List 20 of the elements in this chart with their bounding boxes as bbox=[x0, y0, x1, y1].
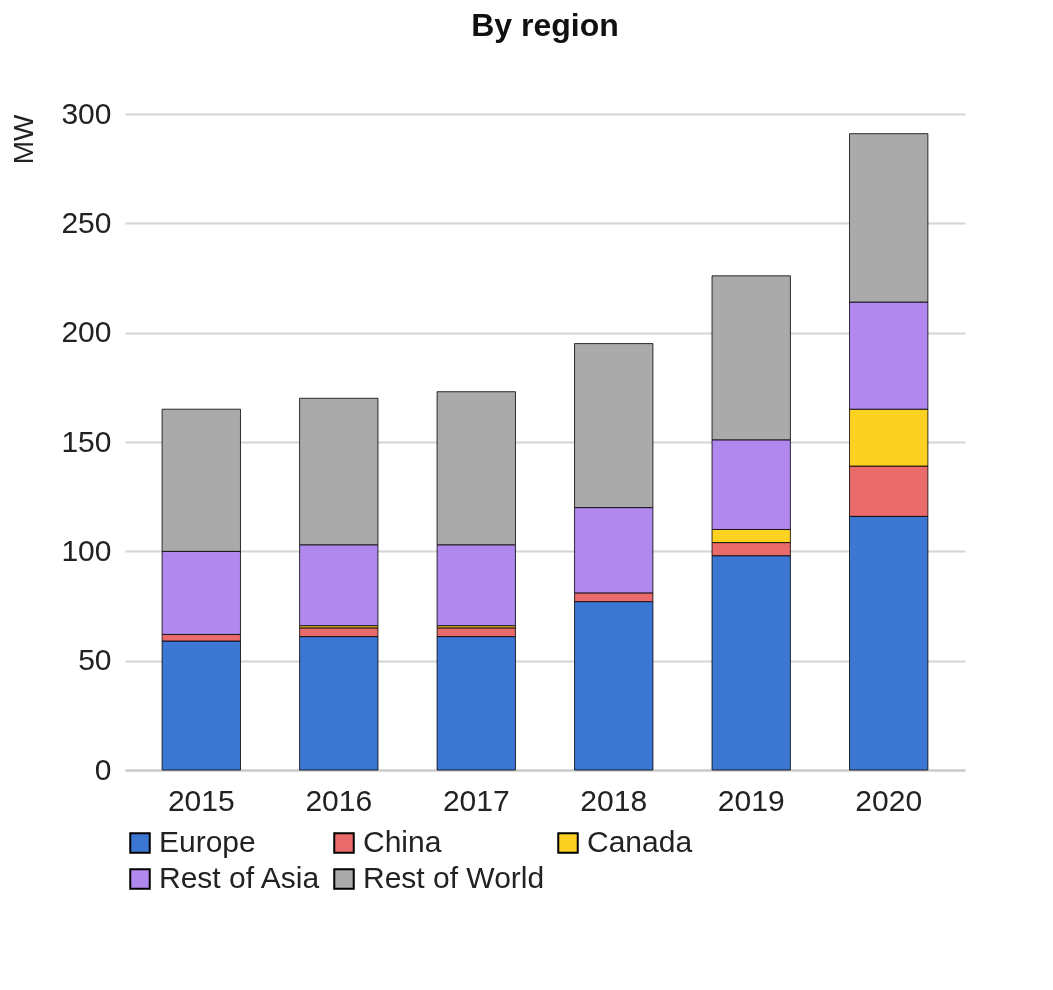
legend-label: China bbox=[363, 825, 442, 858]
legend-label: Rest of World bbox=[363, 861, 545, 894]
y-tick-label: 150 bbox=[61, 424, 112, 458]
y-tick-label: 0 bbox=[94, 752, 112, 786]
y-tick-label: 50 bbox=[78, 643, 112, 677]
x-tick-label: 2017 bbox=[442, 783, 510, 817]
legend-label: Europe bbox=[159, 825, 256, 858]
y-axis-title: MW bbox=[8, 113, 40, 165]
chart-title: By region bbox=[471, 7, 619, 43]
x-tick-label: 2020 bbox=[855, 783, 923, 817]
y-tick-label: 300 bbox=[61, 96, 112, 130]
y-tick-label: 200 bbox=[61, 315, 112, 349]
x-tick-label: 2015 bbox=[167, 783, 235, 817]
y-tick-label: 100 bbox=[61, 533, 112, 567]
legend-label: Rest of Asia bbox=[159, 861, 320, 894]
x-tick-label: 2016 bbox=[305, 783, 373, 817]
x-tick-label: 2019 bbox=[717, 783, 785, 817]
y-tick-label: 250 bbox=[61, 205, 112, 239]
legend-label: Canada bbox=[587, 825, 693, 858]
x-tick-label: 2018 bbox=[580, 783, 648, 817]
